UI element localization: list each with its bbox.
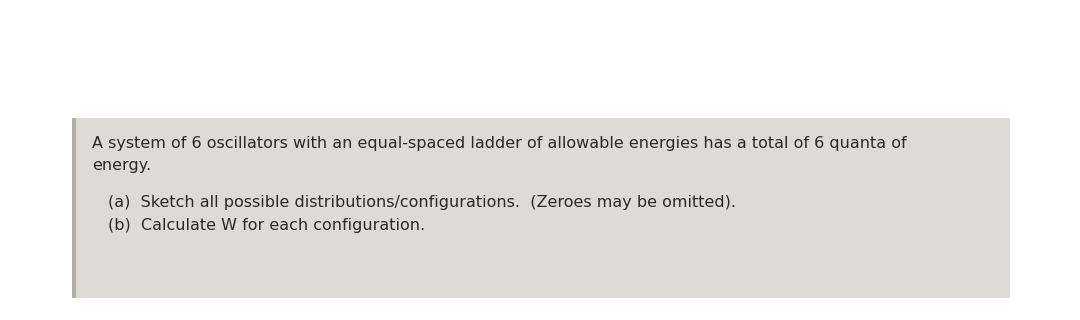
Text: energy.: energy.: [92, 158, 151, 173]
Text: (b)  Calculate W for each configuration.: (b) Calculate W for each configuration.: [108, 218, 426, 233]
Text: (a)  Sketch all possible distributions/configurations.  (Zeroes may be omitted).: (a) Sketch all possible distributions/co…: [108, 195, 735, 210]
Bar: [72, 118, 76, 298]
Bar: [72, 118, 1010, 298]
Text: A system of 6 oscillators with an equal-spaced ladder of allowable energies has : A system of 6 oscillators with an equal-…: [92, 136, 906, 151]
